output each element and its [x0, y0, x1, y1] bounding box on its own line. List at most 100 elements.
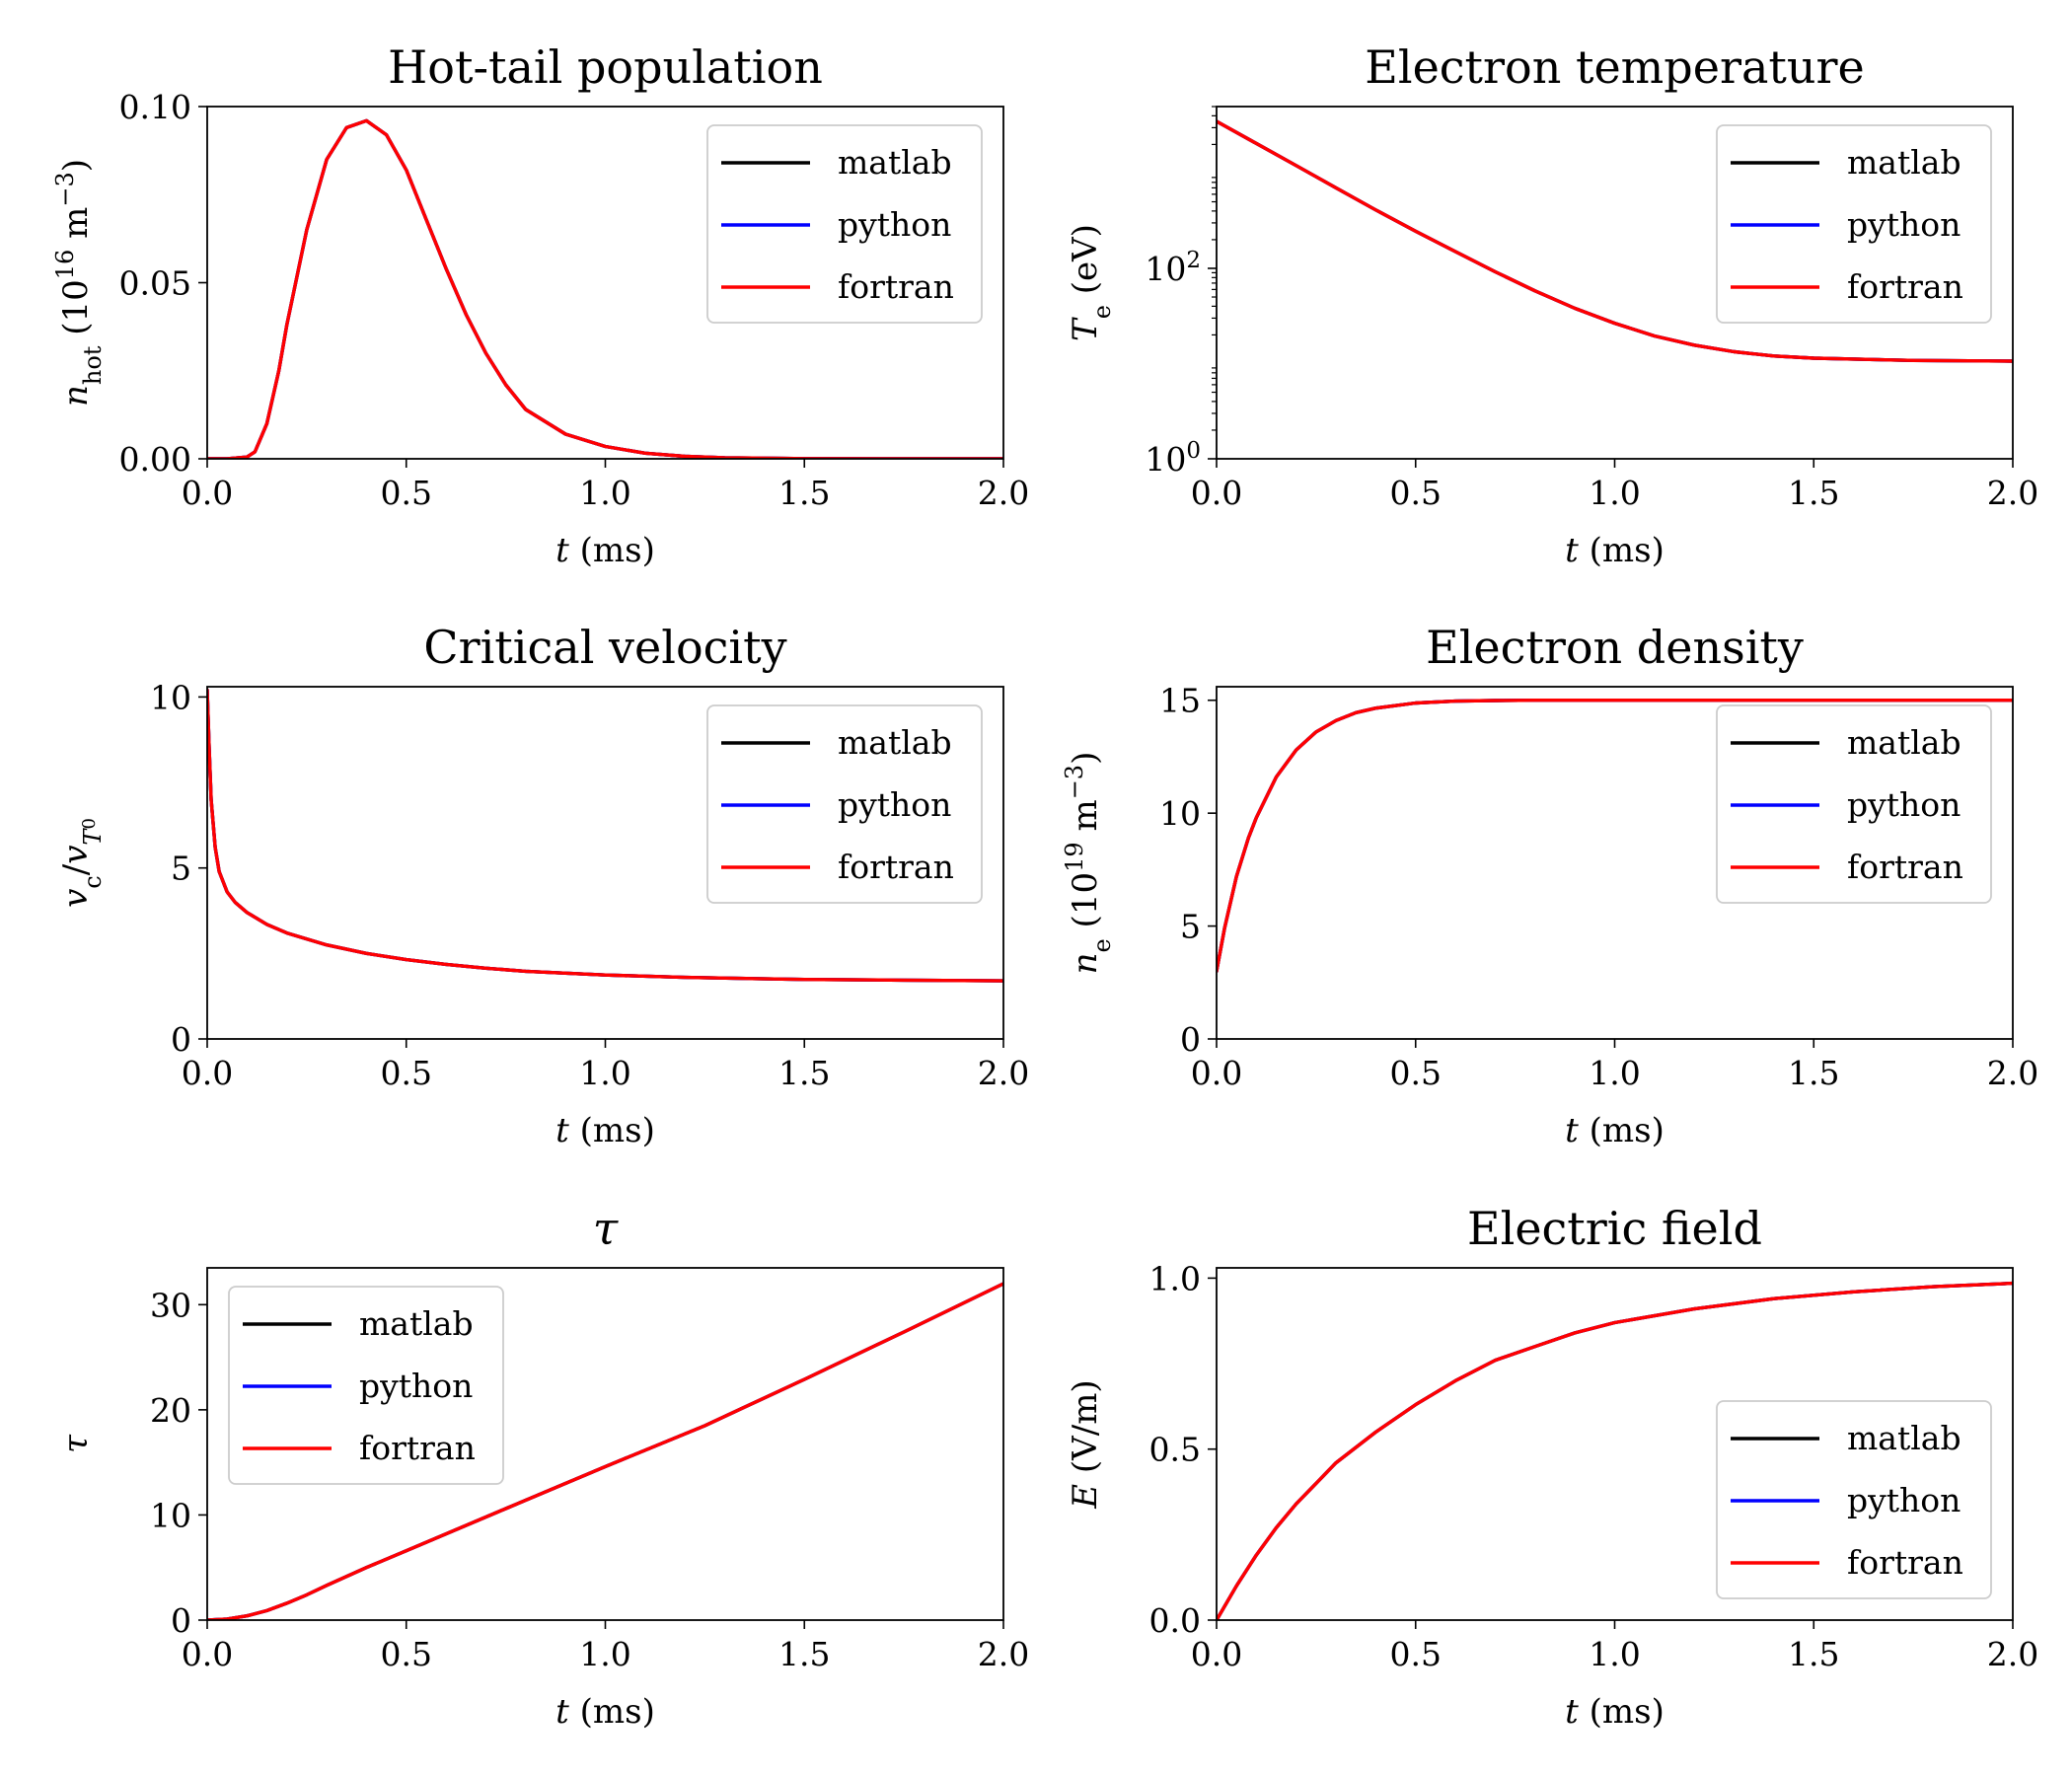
- y-tick-label: 0.0: [1149, 1601, 1201, 1640]
- y-tick-label: 1.0: [1149, 1259, 1201, 1297]
- panel-5: τ 0.0 0.5 1.0 1.5 2.0 0 10 20 30 t (ms) τ matlab pyth…: [56, 1202, 1029, 1732]
- x-tick-label: 0.5: [1390, 1635, 1442, 1673]
- x-tick-label: 1.5: [778, 474, 830, 512]
- legend-box: [1716, 704, 1992, 904]
- x-tick-label: 0.0: [1191, 474, 1242, 512]
- series-line-fortran: [207, 118, 1003, 459]
- legend-label-fortran: fortran: [1847, 848, 1963, 886]
- panel-title: Critical velocity: [423, 621, 786, 674]
- plot-area: [207, 688, 1003, 983]
- x-tick-label: 0.0: [1191, 1635, 1242, 1673]
- panel-title: τ: [593, 1202, 620, 1255]
- legend-box: [228, 1286, 504, 1485]
- x-tick-label: 1.5: [1788, 1054, 1839, 1092]
- y-tick-label: 5: [171, 850, 191, 888]
- axes-frame: [206, 106, 1004, 460]
- y-axis-label: ne (1019 m−3): [1061, 752, 1116, 975]
- y-tick-label: 0.00: [119, 440, 191, 479]
- panel-title: Electric field: [1467, 1202, 1762, 1255]
- y-tick-label: 10: [150, 1496, 191, 1534]
- x-tick-label: 1.0: [579, 1635, 630, 1673]
- y-tick-label: 0: [171, 1020, 191, 1059]
- legend-label-matlab: matlab: [359, 1304, 474, 1343]
- x-tick-label: 2.0: [1987, 1635, 2038, 1673]
- axes-frame: [206, 1267, 1004, 1621]
- legend-label-fortran: fortran: [359, 1429, 476, 1467]
- series-line-fortran: [1217, 119, 2013, 363]
- panel-2: Electron temperature 0.0 0.5 1.0 1.5 2.0 100 10…: [1066, 40, 2038, 570]
- x-tick-label: 1.0: [1589, 1054, 1640, 1092]
- x-tick-label: 0.5: [1390, 474, 1442, 512]
- y-tick-label: 0: [1180, 1020, 1201, 1059]
- panel-1: Hot-tail population 0.0 0.5 1.0 1.5 2.0 0.00 0.…: [51, 40, 1029, 570]
- legend-label-fortran: fortran: [1847, 1543, 1963, 1582]
- plot-area: [1217, 119, 2013, 363]
- plot-area: [207, 118, 1003, 459]
- y-axis-label: τ: [56, 1434, 96, 1453]
- axes-frame: [1216, 686, 2014, 1040]
- legend-label-python: python: [838, 785, 951, 824]
- legend-label-python: python: [1847, 1481, 1961, 1519]
- legend-label-matlab: matlab: [1847, 1419, 1961, 1457]
- panel-title: Hot-tail population: [388, 40, 823, 94]
- x-tick-label: 1.0: [579, 1054, 630, 1092]
- legend-label-python: python: [1847, 205, 1961, 244]
- panel-6: Electric field 0.0 0.5 1.0 1.5 2.0 0.0 0.5 1.0 t …: [1066, 1202, 2038, 1732]
- x-axis-label: t (ms): [555, 531, 655, 570]
- legend: matlab python fortran: [1716, 1400, 1992, 1599]
- y-tick-label: 0.10: [119, 88, 191, 126]
- y-axis-label: E (V/m): [1066, 1379, 1105, 1509]
- legend-label-matlab: matlab: [838, 143, 952, 182]
- legend: matlab python fortran: [228, 1286, 504, 1485]
- x-axis-label: t (ms): [555, 1111, 655, 1150]
- legend-box: [1716, 1400, 1992, 1599]
- y-tick-label: 0.05: [119, 264, 191, 303]
- y-tick-label: 0: [171, 1601, 191, 1640]
- y-tick-label: 0.5: [1149, 1431, 1201, 1469]
- legend-label-python: python: [359, 1367, 473, 1405]
- axes-frame: [206, 686, 1004, 1040]
- x-axis-label: t (ms): [1565, 1692, 1665, 1732]
- panel-3: Critical velocity 0.0 0.5 1.0 1.5 2.0 0 5 10 t (m…: [56, 621, 1029, 1150]
- x-tick-label: 1.0: [1589, 474, 1640, 512]
- legend-label-matlab: matlab: [1847, 723, 1961, 762]
- legend-label-python: python: [1847, 785, 1961, 824]
- x-tick-label: 1.5: [778, 1054, 830, 1092]
- x-axis-label: t (ms): [555, 1692, 655, 1732]
- x-axis-label: t (ms): [1565, 1111, 1665, 1150]
- x-axis-label: t (ms): [1565, 531, 1665, 570]
- legend-box: [1716, 124, 1992, 324]
- x-tick-label: 2.0: [978, 1054, 1029, 1092]
- series-line-fortran: [207, 1282, 1003, 1620]
- y-tick-label: 20: [150, 1391, 191, 1430]
- x-tick-label: 1.0: [579, 474, 630, 512]
- legend-label-fortran: fortran: [1847, 267, 1963, 306]
- series-line-fortran: [1217, 1281, 2013, 1620]
- y-tick-label: 10: [150, 678, 191, 716]
- panel-title: Electron temperature: [1365, 40, 1864, 94]
- plot-area: [1217, 1281, 2013, 1620]
- y-tick-label: 30: [150, 1286, 191, 1324]
- y-tick-label: 15: [1159, 682, 1201, 720]
- x-tick-label: 0.0: [182, 1054, 233, 1092]
- legend: matlab python fortran: [706, 124, 983, 324]
- x-tick-label: 2.0: [978, 1635, 1029, 1673]
- axes-frame: [1216, 106, 2014, 460]
- axes-frame: [1216, 1267, 2014, 1621]
- x-tick-label: 0.5: [381, 1054, 432, 1092]
- x-tick-label: 1.0: [1589, 1635, 1640, 1673]
- plot-area: [1217, 699, 2013, 973]
- legend: matlab python fortran: [1716, 124, 1992, 324]
- y-axis-label: Te (eV): [1066, 224, 1116, 341]
- legend-box: [706, 704, 983, 904]
- y-tick-label: 100: [1145, 438, 1201, 479]
- x-tick-label: 0.5: [381, 474, 432, 512]
- y-tick-label: 5: [1180, 908, 1201, 946]
- x-tick-label: 2.0: [1987, 474, 2038, 512]
- x-tick-label: 0.0: [182, 474, 233, 512]
- legend-label-python: python: [838, 205, 951, 244]
- legend-label-matlab: matlab: [838, 723, 952, 762]
- legend-label-fortran: fortran: [838, 267, 954, 306]
- x-tick-label: 2.0: [978, 474, 1029, 512]
